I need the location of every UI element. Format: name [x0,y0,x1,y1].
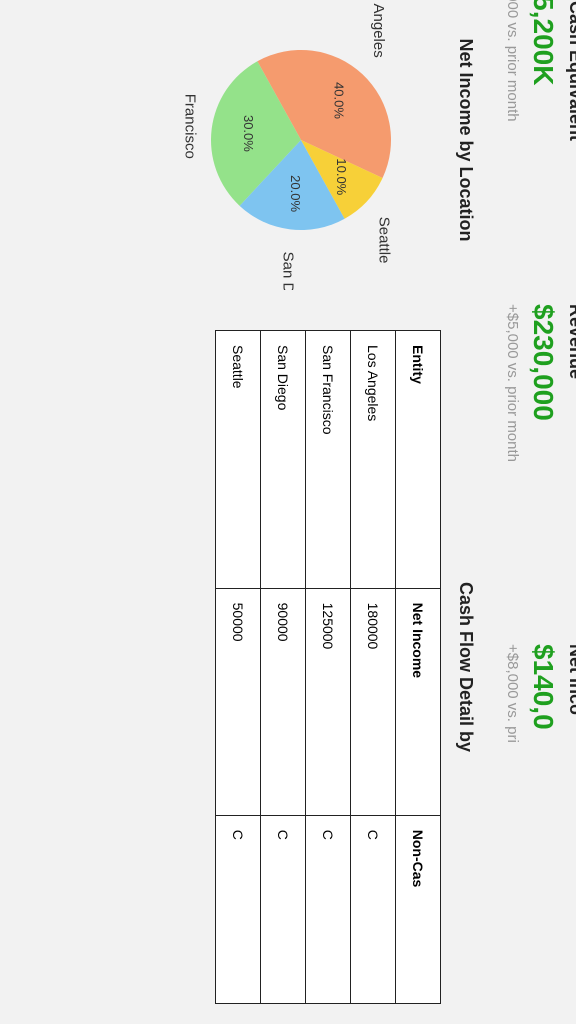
table-cell: San Diego [261,331,306,589]
pie-chart: 40.0% Los Angeles 30.0% Francisco 20.0% San D… [181,0,441,290]
table-cell: 180000 [351,588,396,815]
kpi-row: and Cash Equivalent $15,200K 200,000 vs.… [504,20,576,1004]
dashboard-canvas: and Cash Equivalent $15,200K 200,000 vs.… [0,0,576,1024]
kpi-sub: 200,000 vs. prior month [504,0,521,264]
pie-pct: 40.0% [331,82,346,119]
table-row: Seattle50000C [216,331,261,1004]
table-row: Los Angeles180000C [351,331,396,1004]
table-cell: 50000 [216,588,261,815]
kpi-sub: +$8,000 vs. pri [504,644,521,944]
col-header: Non-Cas [396,815,441,1003]
pie-pct: 20.0% [288,175,303,212]
kpi-value: $140,0 [527,644,559,944]
table-cell: 125000 [306,588,351,815]
pie-label: San Diego [279,252,296,290]
pie-pct: 30.0% [241,115,256,152]
kpi-netincome: Net Inco $140,0 +$8,000 vs. pri [504,644,576,944]
cashflow-table: EntityNet IncomeNon-CasLos Angeles180000… [215,330,441,1004]
kpi-value: $15,200K [527,0,559,264]
pie-pct: 10.0% [334,158,349,195]
kpi-sub: +$5,000 vs. prior month [504,304,521,604]
kpi-title: and Cash Equivalent [565,0,576,264]
kpi-revenue: Revenue $230,000 +$5,000 vs. prior month [504,304,576,604]
table-title: Cash Flow Detail by [455,330,476,1004]
table-panel: Cash Flow Detail by EntityNet IncomeNon-… [181,330,476,1004]
kpi-title: Revenue [565,304,576,604]
table-cell: Los Angeles [351,331,396,589]
kpi-cash: and Cash Equivalent $15,200K 200,000 vs.… [504,0,576,264]
pie-label: Seattle [375,217,392,264]
table-cell: C [261,815,306,1003]
table-row: San Francisco125000C [306,331,351,1004]
kpi-value: $230,000 [527,304,559,604]
table-cell: 90000 [261,588,306,815]
table-row: San Diego90000C [261,331,306,1004]
kpi-title: Net Inco [565,644,576,944]
pie-panel: Net Income by Location 40.0% Los Angeles 3… [181,0,476,290]
pie-title: Net Income by Location [455,0,476,290]
col-header: Entity [396,331,441,589]
pie-label: Los Angeles [370,0,387,58]
pie-label: Francisco [181,94,198,159]
table-cell: Seattle [216,331,261,589]
table-cell: C [216,815,261,1003]
table-cell: C [306,815,351,1003]
content-row: Net Income by Location 40.0%Los Angeles3… [181,20,476,1004]
table-cell: C [351,815,396,1003]
table-cell: San Francisco [306,331,351,589]
col-header: Net Income [396,588,441,815]
